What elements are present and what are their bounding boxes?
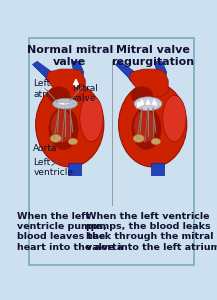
Ellipse shape xyxy=(118,82,187,167)
Polygon shape xyxy=(136,101,146,108)
Ellipse shape xyxy=(53,98,77,109)
Polygon shape xyxy=(129,69,168,97)
Text: Normal mitral
valve: Normal mitral valve xyxy=(27,45,113,67)
Ellipse shape xyxy=(68,138,77,145)
Polygon shape xyxy=(115,61,139,81)
Ellipse shape xyxy=(134,97,162,111)
Polygon shape xyxy=(151,163,164,175)
Ellipse shape xyxy=(50,135,61,142)
Text: When the left ventricle
pumps, the blood leaks
back through the mitral
valve int: When the left ventricle pumps, the blood… xyxy=(85,212,217,252)
Text: Left
ventricle: Left ventricle xyxy=(33,158,73,177)
Ellipse shape xyxy=(163,95,186,142)
FancyBboxPatch shape xyxy=(29,38,194,266)
Polygon shape xyxy=(154,61,167,80)
Polygon shape xyxy=(46,69,85,97)
Ellipse shape xyxy=(49,107,78,150)
Polygon shape xyxy=(71,61,84,80)
Polygon shape xyxy=(54,102,65,105)
Ellipse shape xyxy=(51,110,73,142)
Text: Aorta: Aorta xyxy=(33,144,58,153)
Ellipse shape xyxy=(48,87,70,104)
Ellipse shape xyxy=(80,95,103,142)
Ellipse shape xyxy=(36,82,104,167)
Polygon shape xyxy=(33,61,56,81)
Ellipse shape xyxy=(151,138,160,145)
Text: Mitral
valve: Mitral valve xyxy=(72,84,98,103)
Text: When the left
ventricle pumps,
blood leaves the
heart into the aorta: When the left ventricle pumps, blood lea… xyxy=(17,212,123,252)
Polygon shape xyxy=(65,102,74,105)
Ellipse shape xyxy=(132,107,161,150)
Ellipse shape xyxy=(133,135,144,142)
Polygon shape xyxy=(68,163,81,175)
Text: Left
atrium: Left atrium xyxy=(33,79,63,98)
Ellipse shape xyxy=(134,110,156,142)
Ellipse shape xyxy=(131,87,153,104)
Text: Mitral valve
regurgitation: Mitral valve regurgitation xyxy=(111,45,194,67)
Polygon shape xyxy=(149,101,158,108)
